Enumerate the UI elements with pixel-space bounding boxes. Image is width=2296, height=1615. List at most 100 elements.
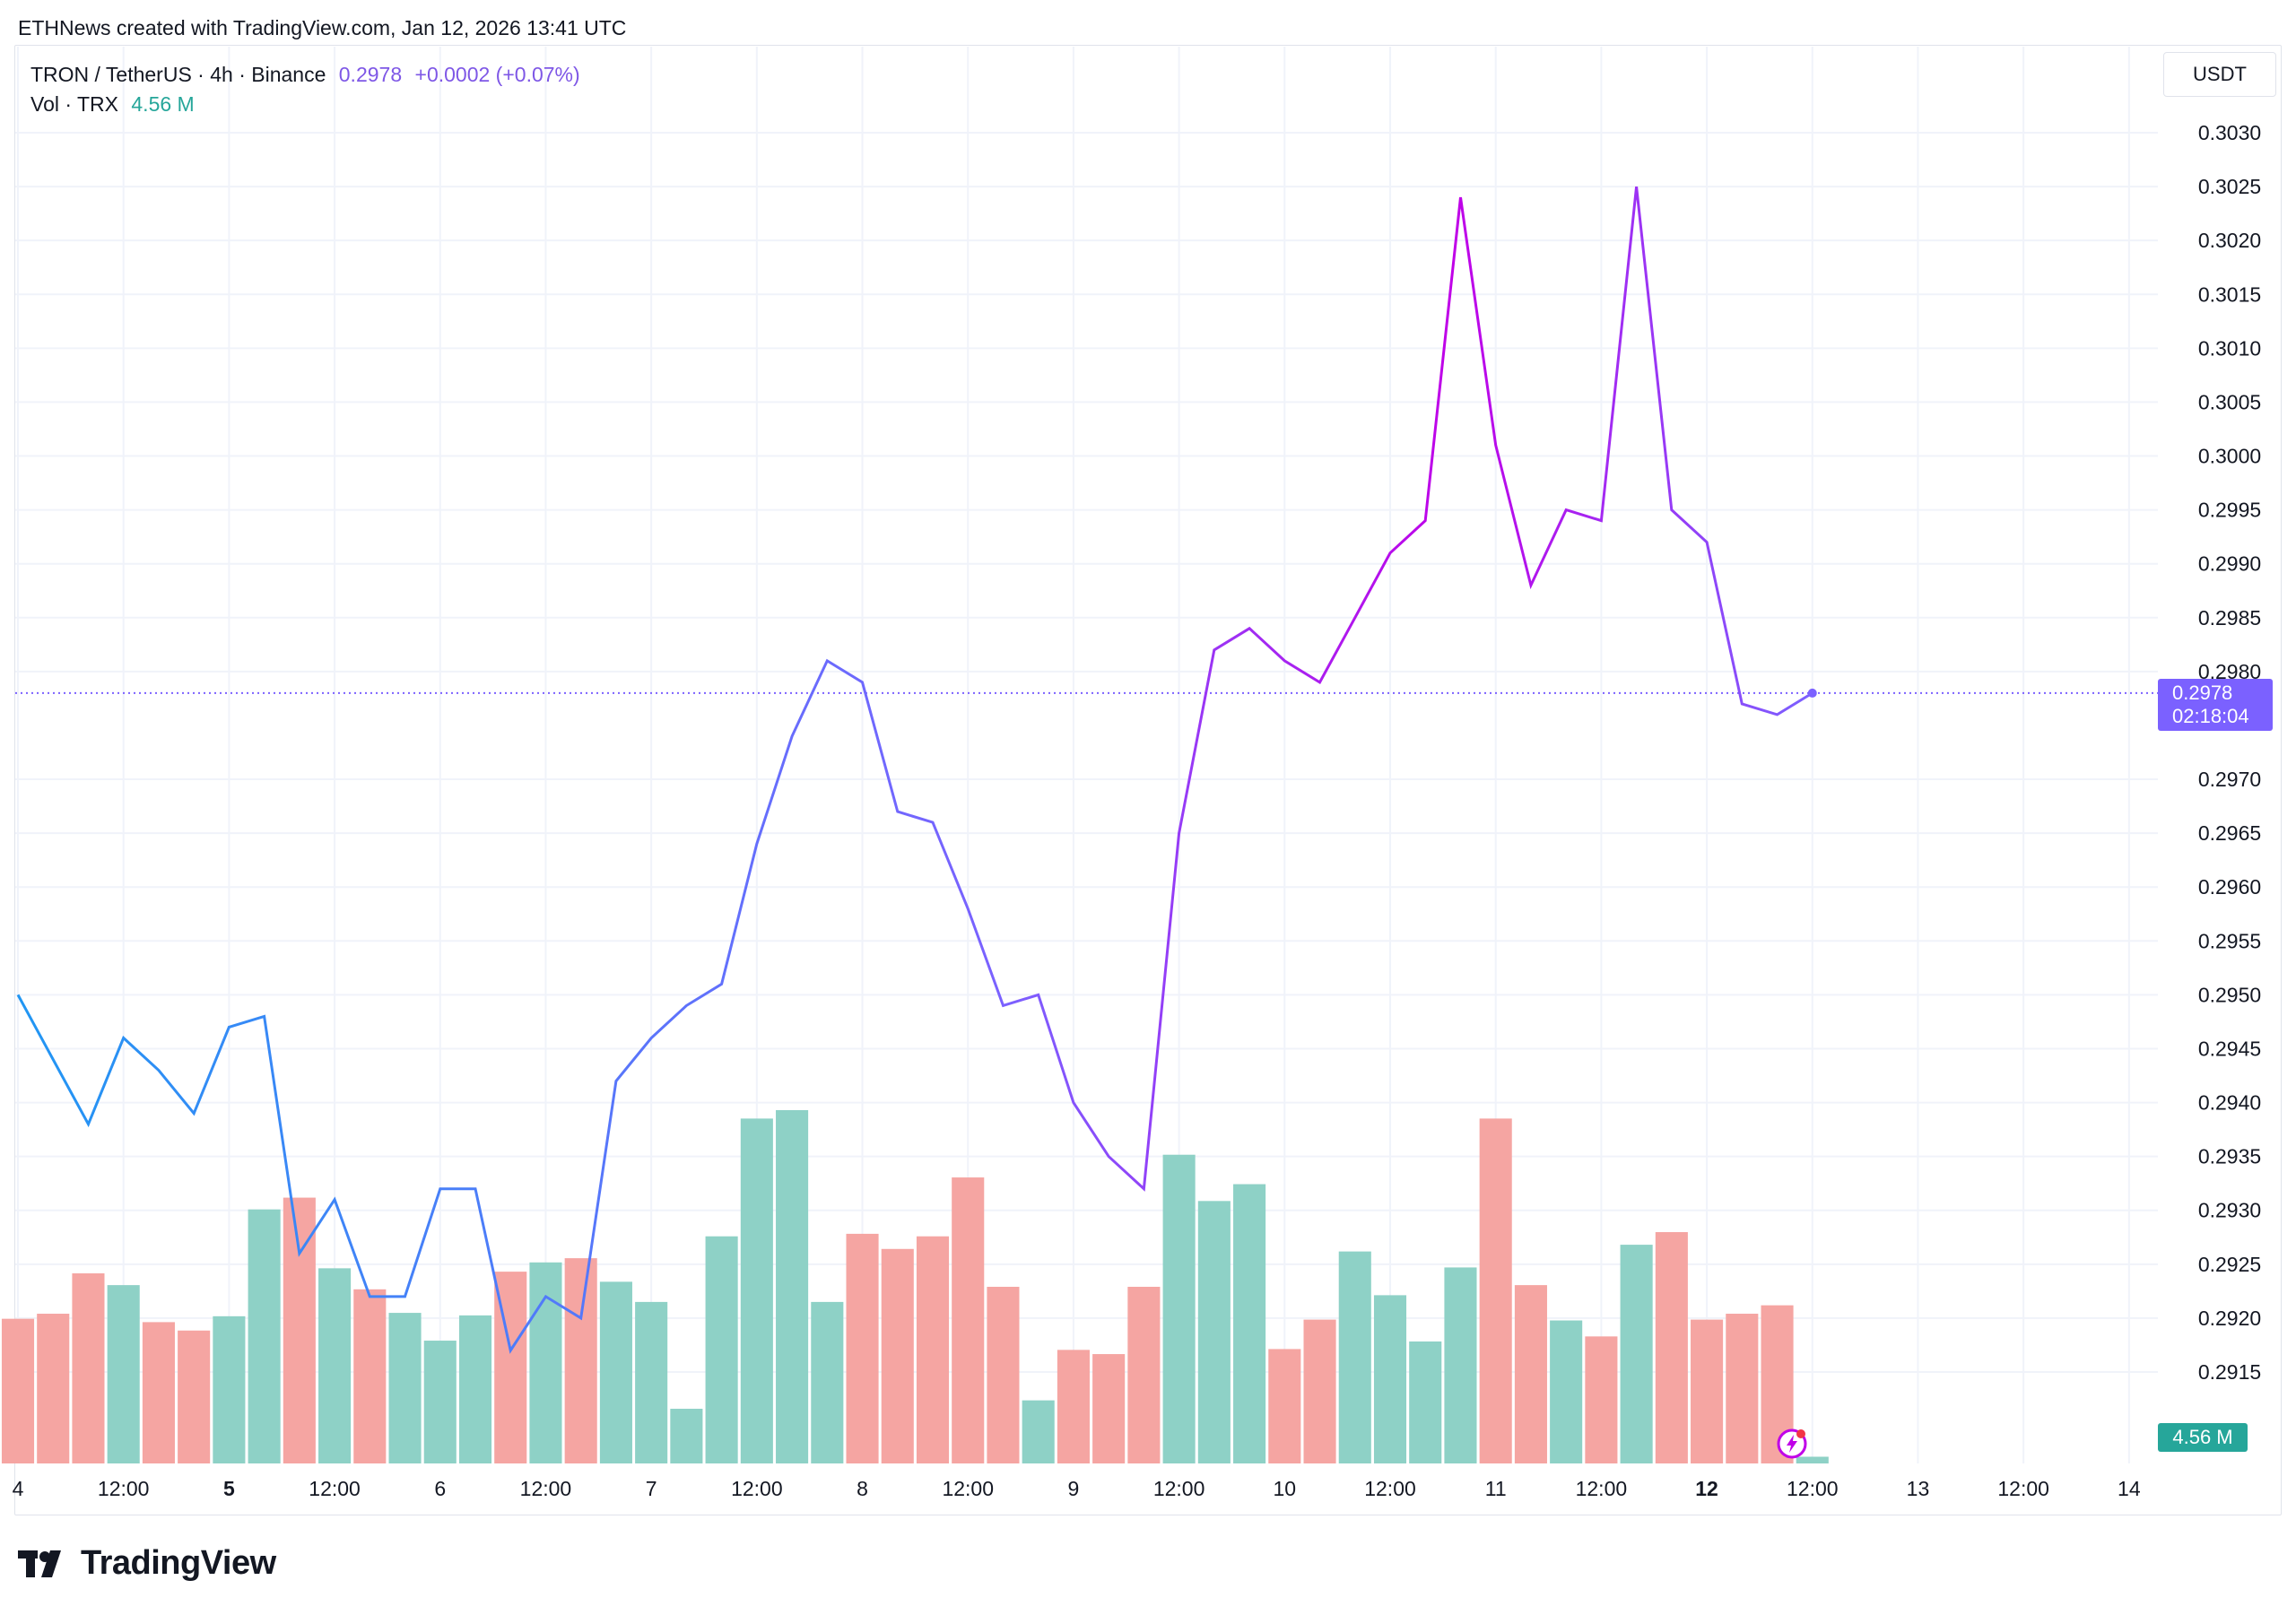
legend-change: +0.0002 (+0.07%) <box>414 63 580 86</box>
chart-frame[interactable] <box>14 45 2282 1515</box>
volume-label: Vol · TRX <box>30 92 118 116</box>
time-axis-label: 14 <box>2118 1477 2141 1500</box>
volume-bar <box>1092 1354 1126 1463</box>
time-axis-label: 12:00 <box>1364 1477 1416 1500</box>
symbol-legend[interactable]: TRON / TetherUS · 4h · Binance 0.2978 +0… <box>30 63 587 87</box>
volume-bar <box>1162 1154 1196 1463</box>
volume-bar <box>458 1315 492 1463</box>
volume-bar <box>1444 1267 1477 1463</box>
price-axis-label: 0.2920 <box>2198 1307 2261 1330</box>
price-axis-label: 0.2970 <box>2198 768 2261 791</box>
price-axis-label: 0.2985 <box>2198 606 2261 630</box>
price-axis-label: 0.2915 <box>2198 1360 2261 1384</box>
symbol-name: TRON / TetherUS · 4h · Binance <box>30 63 326 86</box>
volume-bar <box>37 1314 70 1463</box>
time-axis-label: 5 <box>223 1477 235 1500</box>
volume-bar <box>1303 1319 1336 1463</box>
price-axis-label: 0.3015 <box>2198 282 2261 306</box>
volume-bar <box>1655 1232 1688 1463</box>
volume-bar <box>987 1287 1020 1463</box>
time-axis-label: 12:00 <box>731 1477 783 1500</box>
volume-bar <box>1479 1118 1512 1463</box>
volume-bar <box>529 1262 562 1463</box>
time-axis-label: 11 <box>1485 1477 1507 1500</box>
volume-bar <box>1726 1314 1759 1463</box>
volume-bar <box>283 1197 316 1463</box>
volume-tag: 4.56 M <box>2158 1423 2248 1452</box>
time-axis-label: 12 <box>1695 1477 1718 1500</box>
volume-bar <box>1 1318 35 1463</box>
currency-unit-button[interactable]: USDT <box>2163 52 2276 97</box>
volume-bar <box>705 1236 738 1463</box>
price-axis-label: 0.2935 <box>2198 1145 2261 1168</box>
time-axis-label: 10 <box>1274 1477 1297 1500</box>
volume-bar <box>248 1209 281 1463</box>
price-axis-label: 0.3030 <box>2198 121 2261 144</box>
volume-bar <box>1796 1456 1829 1463</box>
time-axis-label: 12:00 <box>98 1477 150 1500</box>
time-axis-label: 12:00 <box>309 1477 361 1500</box>
time-axis-label: 12:00 <box>1997 1477 2049 1500</box>
volume-bar <box>388 1313 422 1463</box>
price-axis-label: 0.2965 <box>2198 821 2261 845</box>
volume-bar <box>1691 1319 1724 1463</box>
time-axis-label: 13 <box>1907 1477 1930 1500</box>
volume-bar <box>635 1301 668 1463</box>
volume-bar <box>353 1289 387 1463</box>
tradingview-logo-icon <box>18 1550 61 1577</box>
volume-bar <box>1585 1336 1618 1463</box>
price-line[interactable] <box>16 186 1813 1354</box>
volume-bar <box>318 1268 352 1463</box>
time-axis-label: 12:00 <box>942 1477 994 1500</box>
volume-bar <box>916 1236 950 1463</box>
lightning-icon[interactable] <box>1776 1428 1808 1460</box>
volume-bar <box>1338 1251 1371 1463</box>
time-axis-label: 6 <box>434 1477 446 1500</box>
volume-bar <box>1233 1184 1266 1463</box>
volume-bar <box>213 1315 246 1463</box>
volume-bar <box>1409 1341 1442 1463</box>
volume-bar <box>178 1330 211 1463</box>
volume-bar <box>1373 1295 1407 1463</box>
time-axis-label: 12:00 <box>1787 1477 1839 1500</box>
volume-bar <box>1620 1245 1653 1463</box>
volume-bar <box>72 1272 105 1463</box>
price-axis-label: 0.2945 <box>2198 1037 2261 1060</box>
chart-credit: ETHNews created with TradingView.com, Ja… <box>18 16 627 39</box>
volume-bar <box>107 1285 140 1463</box>
price-axis-label: 0.2990 <box>2198 552 2261 576</box>
volume-bar <box>423 1341 457 1463</box>
volume-bar <box>564 1258 597 1463</box>
price-axis-label: 0.3005 <box>2198 390 2261 413</box>
tradingview-logo[interactable]: TradingView <box>18 1544 276 1583</box>
price-axis-label: 0.2960 <box>2198 875 2261 899</box>
bar-countdown: 02:18:04 <box>2172 705 2249 727</box>
volume-bar <box>1057 1350 1090 1463</box>
volume-bar <box>846 1233 879 1463</box>
volume-legend[interactable]: Vol · TRX 4.56 M <box>30 92 202 117</box>
volume-bar <box>142 1322 175 1463</box>
volume-bar <box>1514 1285 1547 1463</box>
volume-bar <box>1197 1201 1231 1463</box>
volume-bar <box>1268 1349 1301 1463</box>
legend-price: 0.2978 <box>338 63 403 86</box>
volume-bar <box>776 1110 809 1463</box>
last-price-value: 0.2978 <box>2172 682 2233 704</box>
volume-bar <box>1550 1320 1583 1463</box>
price-axis-label: 0.3010 <box>2198 336 2261 360</box>
price-axis-label: 0.2940 <box>2198 1091 2261 1115</box>
price-axis-label: 0.3025 <box>2198 175 2261 198</box>
volume-bar <box>1022 1400 1055 1463</box>
volume-bar <box>881 1248 914 1463</box>
volume-bar <box>599 1281 632 1463</box>
time-axis-label: 12:00 <box>1576 1477 1628 1500</box>
time-axis-label: 8 <box>857 1477 868 1500</box>
time-axis-label: 7 <box>646 1477 657 1500</box>
tradingview-brand: TradingView <box>81 1544 276 1582</box>
price-axis-label: 0.2995 <box>2198 499 2261 522</box>
price-axis-label: 0.2955 <box>2198 929 2261 952</box>
price-axis-label: 0.2950 <box>2198 983 2261 1006</box>
price-axis-label: 0.3000 <box>2198 445 2261 468</box>
time-axis-label: 12:00 <box>1153 1477 1205 1500</box>
